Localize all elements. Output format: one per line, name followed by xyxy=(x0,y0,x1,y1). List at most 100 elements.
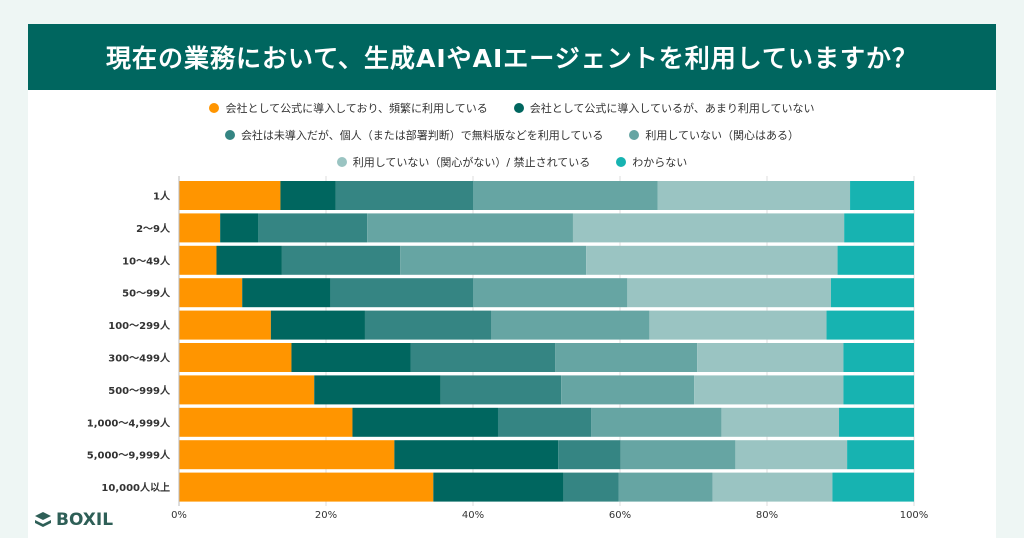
bar-segment xyxy=(572,213,845,243)
bar-segment xyxy=(330,278,473,308)
bar-segment xyxy=(847,440,914,470)
bar-segment xyxy=(216,245,282,275)
legend-row-3: 利用していない（関心がない）/ 禁止されている わからない xyxy=(28,154,996,170)
legend-label: 会社として公式に導入しており、頻繁に利用している xyxy=(225,102,488,115)
bar-segment xyxy=(497,407,592,437)
bar-segment xyxy=(364,310,492,340)
bar-segment xyxy=(179,407,353,437)
y-category-label: 50〜99人 xyxy=(122,287,171,300)
legend-item: 利用していない（関心はある） xyxy=(629,127,799,143)
bar-segment xyxy=(591,407,722,437)
legend-row-2: 会社は未導入だが、個人（または部署判断）で無料版などを利用している 利用していな… xyxy=(28,127,996,143)
legend-item: わからない xyxy=(616,154,687,170)
bar-segment xyxy=(433,472,564,502)
bar-segment xyxy=(832,472,914,502)
bar-segment xyxy=(179,245,217,275)
bar-segment xyxy=(179,181,281,210)
bar-segment xyxy=(561,375,695,405)
bar-segment xyxy=(850,181,914,210)
legend-label: 会社は未導入だが、個人（または部署判断）で無料版などを利用している xyxy=(240,129,604,142)
legend-item: 会社は未導入だが、個人（または部署判断）で無料版などを利用している xyxy=(224,127,604,143)
bar-segment xyxy=(563,472,619,502)
bar-segment xyxy=(473,278,628,308)
bar-segment xyxy=(440,375,562,405)
legend-swatch xyxy=(629,130,640,140)
bar-segment xyxy=(473,181,658,210)
legend-label: 利用していない（関心がない）/ 禁止されている xyxy=(352,156,591,169)
y-category-label: 10〜49人 xyxy=(122,254,171,267)
bar-segment xyxy=(830,278,914,308)
x-tick-label: 60% xyxy=(609,510,631,521)
bar-segment xyxy=(179,278,243,308)
legend-swatch xyxy=(616,157,627,167)
y-category-label: 500〜999人 xyxy=(108,384,171,397)
bar-segment xyxy=(400,245,587,275)
y-category-label: 10,000人以上 xyxy=(101,481,170,494)
x-tick-label: 40% xyxy=(462,510,484,521)
bar-segment xyxy=(367,213,573,243)
y-category-label: 2〜9人 xyxy=(136,222,171,235)
bar-segment xyxy=(270,310,365,340)
bar-segment xyxy=(335,181,473,210)
bar-segment xyxy=(352,407,498,437)
bar-segment xyxy=(712,472,833,502)
bar-segment xyxy=(179,375,315,405)
y-category-label: 5,000〜9,999人 xyxy=(87,449,171,462)
bar-segment xyxy=(649,310,827,340)
boxil-logo: BOXIL xyxy=(34,510,113,530)
bar-segment xyxy=(558,440,621,470)
bar-segment xyxy=(657,181,851,210)
bar-segment xyxy=(242,278,331,308)
bar-segment xyxy=(586,245,838,275)
x-tick-label: 100% xyxy=(900,510,929,521)
legend-label: 利用していない（関心はある） xyxy=(645,129,800,142)
bar-segment xyxy=(280,181,336,210)
legend-swatch xyxy=(209,103,220,113)
bar-segment xyxy=(694,375,844,405)
bar-segment xyxy=(179,343,292,372)
bar-segment xyxy=(179,472,434,502)
legend-swatch xyxy=(224,130,235,140)
chart-title: 現在の業務において、生成AIやAIエージェントを利用していますか？ xyxy=(28,24,996,90)
bar-segment xyxy=(410,343,556,372)
legend-item: 利用していない（関心がない）/ 禁止されている xyxy=(336,154,591,170)
bar-segment xyxy=(618,472,713,502)
bar-segment xyxy=(627,278,831,308)
bar-segment xyxy=(394,440,559,470)
legend-label: わからない xyxy=(632,156,688,169)
bar-segment xyxy=(258,213,368,243)
bar-segment xyxy=(179,440,395,470)
bar-segment xyxy=(837,245,914,275)
bar-segment xyxy=(620,440,736,470)
boxil-logo-icon xyxy=(35,512,51,527)
bar-segment xyxy=(843,375,914,405)
bar-segment xyxy=(721,407,840,437)
bar-segment xyxy=(826,310,914,340)
bar-segment xyxy=(843,343,914,372)
bar-segment xyxy=(220,213,259,243)
legend-item: 会社として公式に導入しており、頻繁に利用している xyxy=(209,100,488,116)
legend-row-1: 会社として公式に導入しており、頻繁に利用している 会社として公式に導入しているが… xyxy=(28,100,996,116)
legend-swatch xyxy=(336,157,347,167)
bar-segment xyxy=(179,213,221,243)
x-tick-label: 0% xyxy=(171,510,187,521)
bar-segment xyxy=(844,213,914,243)
bar-segment xyxy=(839,407,914,437)
x-tick-label: 20% xyxy=(315,510,337,521)
bar-segment xyxy=(281,245,401,275)
legend-label: 会社として公式に導入しているが、あまり利用していない xyxy=(529,102,815,115)
bar-segment xyxy=(735,440,848,470)
x-tick-label: 80% xyxy=(756,510,778,521)
y-category-label: 300〜499人 xyxy=(108,352,171,365)
y-category-label: 1人 xyxy=(153,190,171,203)
bar-segment xyxy=(314,375,441,405)
y-category-label: 1,000〜4,999人 xyxy=(87,416,171,429)
legend-swatch xyxy=(513,103,524,113)
bar-segment xyxy=(291,343,411,372)
y-category-label: 100〜299人 xyxy=(108,319,171,332)
logo-text: BOXIL xyxy=(56,510,114,530)
bar-segment xyxy=(555,343,698,372)
legend-item: 会社として公式に導入しているが、あまり利用していない xyxy=(513,100,815,116)
bar-segment xyxy=(697,343,844,372)
